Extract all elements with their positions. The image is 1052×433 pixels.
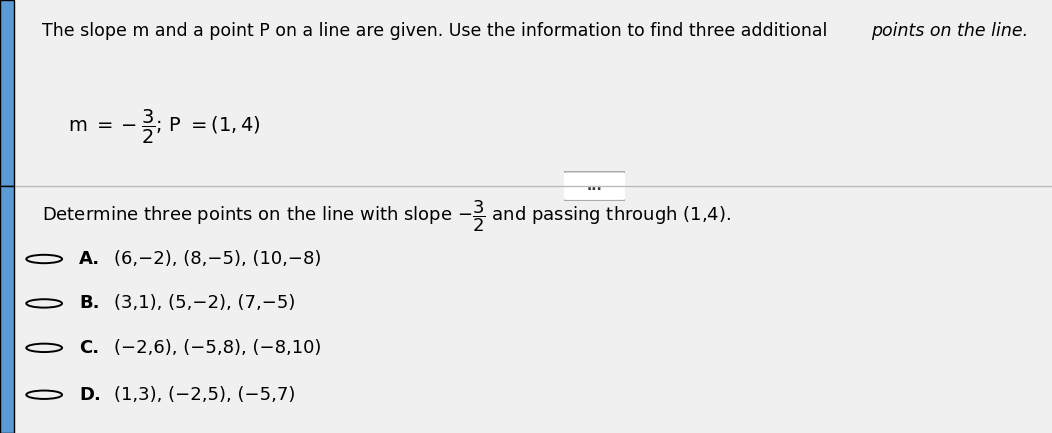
Text: (−2,6), (−5,8), (−8,10): (−2,6), (−5,8), (−8,10) bbox=[114, 339, 321, 357]
Text: m $= -\dfrac{3}{2}$; P $= (1,4)$: m $= -\dfrac{3}{2}$; P $= (1,4)$ bbox=[68, 108, 261, 146]
Text: (6,−2), (8,−5), (10,−8): (6,−2), (8,−5), (10,−8) bbox=[114, 250, 321, 268]
Text: ...: ... bbox=[587, 178, 602, 193]
Text: A.: A. bbox=[79, 250, 100, 268]
Text: C.: C. bbox=[79, 339, 99, 357]
Text: points on the line.: points on the line. bbox=[871, 23, 1028, 40]
Text: Determine three points on the line with slope $-\dfrac{3}{2}$ and passing throug: Determine three points on the line with … bbox=[42, 199, 731, 234]
Text: B.: B. bbox=[79, 294, 99, 313]
Text: D.: D. bbox=[79, 386, 101, 404]
FancyBboxPatch shape bbox=[562, 171, 627, 201]
Text: (1,3), (−2,5), (−5,7): (1,3), (−2,5), (−5,7) bbox=[114, 386, 295, 404]
Text: The slope m and a point P on a line are given. Use the information to find three: The slope m and a point P on a line are … bbox=[42, 23, 833, 40]
Text: (3,1), (5,−2), (7,−5): (3,1), (5,−2), (7,−5) bbox=[114, 294, 295, 313]
